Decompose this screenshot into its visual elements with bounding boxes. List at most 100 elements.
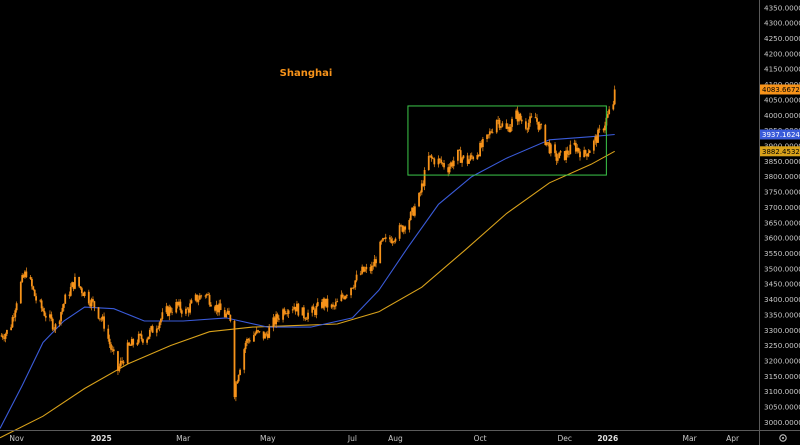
candle [487,134,490,139]
candle [448,163,451,175]
candle [301,307,304,316]
candle [538,121,541,131]
candle [315,303,318,319]
settings-icon[interactable] [779,434,787,442]
price-tick-label: 3700.00000 [764,203,800,212]
time-axis[interactable]: Nov 2025 Mar May Jul Aug Oct Dec 2026 Mar Apr [9,434,740,443]
candle [121,357,124,365]
candle [268,323,271,339]
candle [443,160,445,170]
candle [427,152,430,171]
candle [151,324,154,333]
candle [500,125,502,130]
price-tick-label: 4050.00000 [764,95,800,104]
candle [508,124,511,133]
candle [218,299,221,316]
candle [176,301,179,309]
candle [598,124,601,133]
candle [373,254,376,267]
candle [180,308,183,318]
price-tick-label: 3650.00000 [764,218,800,227]
candle [501,121,504,128]
candle [565,147,568,163]
price-tick-label: 4350.00000 [764,3,800,12]
candle [558,152,561,159]
candle [587,148,590,158]
candle [247,337,250,344]
candle [544,123,547,146]
candle [333,304,336,310]
candle [168,304,171,321]
candle [488,128,491,139]
candle [129,343,132,346]
candle [273,316,276,326]
time-tick-label: May [260,434,276,443]
candle [441,162,444,167]
candle [266,330,269,340]
candle [390,236,393,244]
candle [472,155,475,161]
consolidation-box[interactable] [407,105,607,176]
ma-fast-line [0,133,615,429]
candle [214,305,216,313]
price-label: 3937.16240 [760,129,800,140]
candle [60,311,62,326]
candle [31,277,33,290]
candle [322,297,325,310]
price-axis[interactable]: 3000.00000 3050.00000 3100.00000 3150.00000… [764,3,800,427]
candle [563,150,566,161]
candle [451,160,454,168]
candle [136,339,139,347]
candle [400,223,402,227]
candle [258,331,261,334]
price-tick-label: 3450.00000 [764,280,800,289]
candle [466,152,469,167]
candle [118,363,121,373]
candle [15,301,18,313]
candle [44,312,47,322]
candle [233,319,236,400]
candle [340,290,343,302]
candle [186,306,189,310]
candle [556,154,559,164]
candle [456,149,459,165]
candle [389,235,391,243]
candle [187,307,190,317]
candle [33,289,36,297]
candle [139,333,142,336]
candle [420,180,423,196]
candle [573,139,576,146]
candle [334,298,337,310]
candle [205,293,208,299]
candle [97,307,100,320]
candle [595,134,598,147]
candle [540,123,543,129]
candle [4,332,7,343]
candle [21,273,24,283]
candle [185,306,187,317]
candle [43,307,46,317]
candle [536,114,538,125]
candle [520,115,523,124]
candle [122,359,125,366]
candle [148,327,151,340]
candle [275,311,278,329]
candle [379,240,382,264]
candle [24,270,26,279]
candle [80,286,83,297]
candle [527,119,530,132]
time-tick-label: Aug [388,434,403,443]
candle [175,298,178,314]
candle [229,314,232,323]
candle [526,127,529,134]
candle [254,331,257,337]
candle [409,211,412,221]
candle [518,112,520,125]
candle [369,264,372,274]
candle [69,283,72,297]
candle [32,285,35,291]
price-tick-label: 3900.00000 [764,141,800,150]
candle [207,292,210,296]
price-labels: 4083.66720 3937.16240 3882.45320 [760,84,800,157]
